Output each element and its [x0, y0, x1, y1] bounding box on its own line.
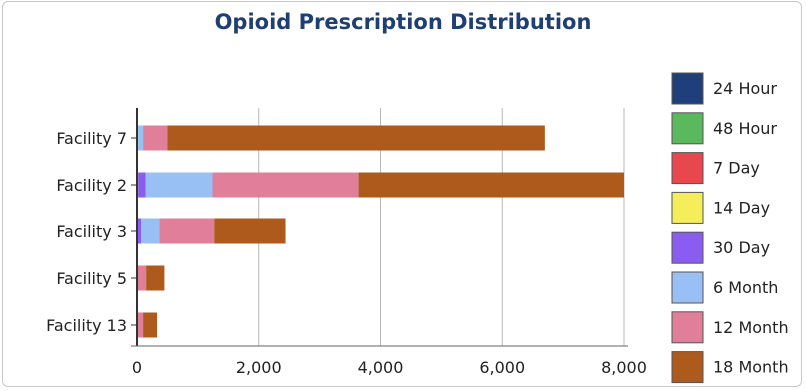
bar-facility-13-12-month[interactable]: [137, 312, 144, 338]
chart-title: Opioid Prescription Distribution: [214, 10, 592, 34]
bar-facility-3-18-month[interactable]: [214, 218, 286, 244]
bar-facility-7-12-month[interactable]: [143, 125, 168, 151]
bar-facility-2-18-month[interactable]: [358, 172, 624, 198]
bar-facility-7-6-month[interactable]: [138, 125, 144, 151]
x-tick-label-3: 6,000: [479, 358, 525, 377]
bar-facility-7-18-month[interactable]: [167, 125, 545, 151]
x-tick-label-1: 2,000: [236, 358, 282, 377]
x-tick-label-0: 0: [132, 358, 142, 377]
category-label-facility-2: Facility 2: [56, 176, 127, 195]
x-tick-label-4: 8,000: [601, 358, 647, 377]
legend-layer: 24 Hour 48 Hour 7 Day 14 Day 30 Day 6 Month 12…: [671, 72, 789, 384]
category-label-facility-7: Facility 7: [56, 129, 127, 148]
legend-swatch-6-month[interactable]: [671, 271, 704, 304]
bar-facility-2-6-month[interactable]: [145, 172, 213, 198]
legend-swatch-18-month[interactable]: [671, 351, 704, 384]
legend-label-24-hour[interactable]: 24 Hour: [713, 79, 777, 98]
axis-layer: Facility 7 Facility 2 Facility 3 Facility 5…: [46, 108, 647, 377]
legend-label-7-day[interactable]: 7 Day: [713, 159, 760, 178]
category-label-facility-13: Facility 13: [46, 316, 127, 335]
bar-facility-5-12-month[interactable]: [137, 265, 147, 291]
bar-facility-3-30-day[interactable]: [137, 218, 142, 244]
bar-facility-5-18-month[interactable]: [146, 265, 165, 291]
legend-swatch-12-month[interactable]: [671, 311, 704, 344]
legend-swatch-48-hour[interactable]: [671, 112, 704, 145]
x-tick-label-2: 4,000: [358, 358, 404, 377]
bar-facility-3-6-month[interactable]: [141, 218, 160, 244]
legend-label-6-month[interactable]: 6 Month: [713, 278, 778, 297]
legend-label-12-month[interactable]: 12 Month: [713, 318, 789, 337]
bar-facility-2-30-day[interactable]: [138, 172, 146, 198]
legend-label-30-day[interactable]: 30 Day: [713, 238, 770, 257]
category-label-facility-3: Facility 3: [56, 222, 127, 241]
legend-swatch-7-day[interactable]: [671, 152, 704, 185]
legend-swatch-14-day[interactable]: [671, 191, 704, 224]
legend-label-48-hour[interactable]: 48 Hour: [713, 119, 777, 138]
legend-swatch-30-day[interactable]: [671, 231, 704, 264]
bar-facility-13-18-month[interactable]: [143, 312, 158, 338]
category-label-facility-5: Facility 5: [56, 269, 127, 288]
bar-layer: [137, 125, 624, 338]
legend-label-18-month[interactable]: 18 Month: [713, 358, 789, 377]
bar-facility-2-12-month[interactable]: [212, 172, 359, 198]
legend-label-14-day[interactable]: 14 Day: [713, 198, 770, 217]
bar-facility-3-12-month[interactable]: [159, 218, 215, 244]
legend-swatch-24-hour[interactable]: [671, 72, 704, 105]
